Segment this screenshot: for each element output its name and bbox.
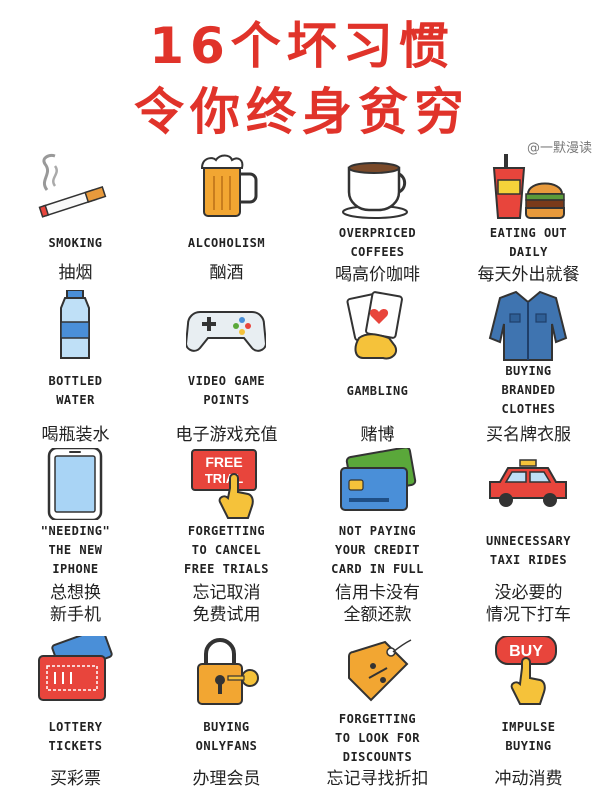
habit-lottery-tickets: LOTTERY TICKETS 买彩票: [0, 636, 151, 796]
taxi-icon: [489, 459, 567, 507]
playing-cards-icon: [346, 291, 403, 360]
denim-jacket-icon: [488, 290, 568, 361]
habit-label-en: FORGETTING TO CANCEL FREE TRIALS: [184, 524, 269, 576]
habit-label-zh: 喝高价咖啡: [335, 265, 420, 285]
habit-label-en: GAMBLING: [346, 384, 409, 398]
habit-label-zh: 忘记取消 免费试用: [192, 583, 261, 625]
habit-label-zh: 酗酒: [209, 263, 244, 283]
habit-label-en: UNNECESSARY TAXI RIDES: [486, 534, 571, 567]
habit-label-en: "NEEDING" THE NEW IPHONE: [40, 524, 111, 576]
habit-label-en: IMPULSE BUYING: [501, 720, 556, 753]
habit-video-game-points: VIDEO GAME POINTS 电子游戏充值: [151, 290, 302, 450]
habit-label-zh: 喝瓶装水: [41, 425, 110, 445]
habit-label-en: ALCOHOLISM: [187, 236, 266, 250]
habit-overpriced-coffees: OVERPRICED COFFEES 喝高价咖啡: [302, 150, 453, 310]
lottery-ticket-icon: [38, 636, 113, 701]
habit-smoking: SMOKING 抽烟: [0, 150, 151, 310]
habit-label-zh: 买彩票: [50, 769, 101, 789]
title-line-1: 16个坏习惯: [149, 17, 455, 75]
padlock-key-icon: [197, 638, 259, 705]
beer-mug-icon: [200, 154, 258, 217]
habit-buying-branded-clothes: BUYING BRANDED CLOTHES 买名牌衣服: [453, 290, 604, 450]
fast-food-icon: [492, 154, 565, 219]
habit-label-en: BUYING ONLYFANS: [195, 720, 258, 753]
buy-button-icon: BUY: [495, 636, 557, 705]
habit-label-en: VIDEO GAME POINTS: [187, 374, 266, 407]
free-trial-sign-line1: FREE: [205, 454, 242, 470]
habit-label-zh: 信用卡没有 全额还款: [335, 583, 420, 625]
habit-impulse-buying: BUY IMPULSE BUYING 冲动消费: [453, 636, 604, 796]
free-trial-icon: FREE TRIAL: [191, 449, 257, 519]
habit-label-zh: 赌博: [360, 425, 395, 445]
habit-label-zh: 没必要的 情况下打车: [486, 583, 571, 625]
habit-unnecessary-taxi-rides: UNNECESSARY TAXI RIDES 没必要的 情况下打车: [453, 448, 604, 625]
habit-forgetting-discounts: FORGETTING TO LOOK FOR DISCOUNTS 忘记寻找折扣: [302, 636, 453, 796]
habit-gambling: GAMBLING 赌博: [302, 290, 453, 450]
habit-label-zh: 买名牌衣服: [486, 425, 571, 445]
coffee-cup-icon: [342, 162, 408, 219]
habit-eating-out-daily: EATING OUT DAILY 每天外出就餐: [453, 150, 604, 310]
game-controller-icon: [186, 311, 266, 352]
habit-label-en: EATING OUT DAILY: [489, 226, 568, 259]
habit-bottled-water: BOTTLED WATER 喝瓶装水: [0, 290, 151, 450]
habit-label-en: LOTTERY TICKETS: [48, 720, 103, 753]
title-line-2: 令你终身贫穷: [134, 83, 470, 141]
habit-alcoholism: ALCOHOLISM 酗酒: [151, 150, 302, 310]
habit-needing-new-iphone: "NEEDING" THE NEW IPHONE 总想换 新手机: [0, 448, 151, 625]
habit-buying-onlyfans: BUYING ONLYFANS 办理会员: [151, 636, 302, 796]
water-bottle-icon: [60, 290, 90, 359]
habit-not-paying-credit-card: NOT PAYING YOUR CREDIT CARD IN FULL 信用卡没…: [302, 448, 453, 625]
habit-label-zh: 忘记寻找折扣: [326, 769, 429, 789]
habit-label-zh: 每天外出就餐: [477, 265, 580, 285]
smartphone-icon: [47, 448, 103, 520]
habit-label-en: NOT PAYING YOUR CREDIT CARD IN FULL: [331, 524, 424, 576]
cigarette-icon: [38, 154, 107, 218]
habit-label-en: FORGETTING TO LOOK FOR DISCOUNTS: [335, 712, 420, 764]
habit-label-zh: 电子游戏充值: [175, 425, 278, 445]
habit-label-zh: 抽烟: [58, 263, 93, 283]
habit-forgetting-cancel-free-trials: FREE TRIAL FORGETTING TO CANCEL FREE TRI…: [151, 448, 302, 625]
habit-label-en: OVERPRICED COFFEES: [338, 226, 417, 259]
credit-card-icon: [340, 448, 417, 511]
watermark: @一默漫读: [526, 141, 592, 156]
habit-label-en: SMOKING: [48, 236, 103, 250]
habit-label-en: BOTTLED WATER: [48, 374, 103, 407]
buy-sign-text: BUY: [509, 643, 543, 660]
habit-label-zh: 冲动消费: [494, 769, 563, 789]
habit-label-zh: 总想换 新手机: [50, 583, 101, 625]
discount-tag-icon: [348, 639, 412, 702]
habit-label-en: BUYING BRANDED CLOTHES: [501, 364, 556, 416]
habit-label-zh: 办理会员: [192, 769, 261, 789]
